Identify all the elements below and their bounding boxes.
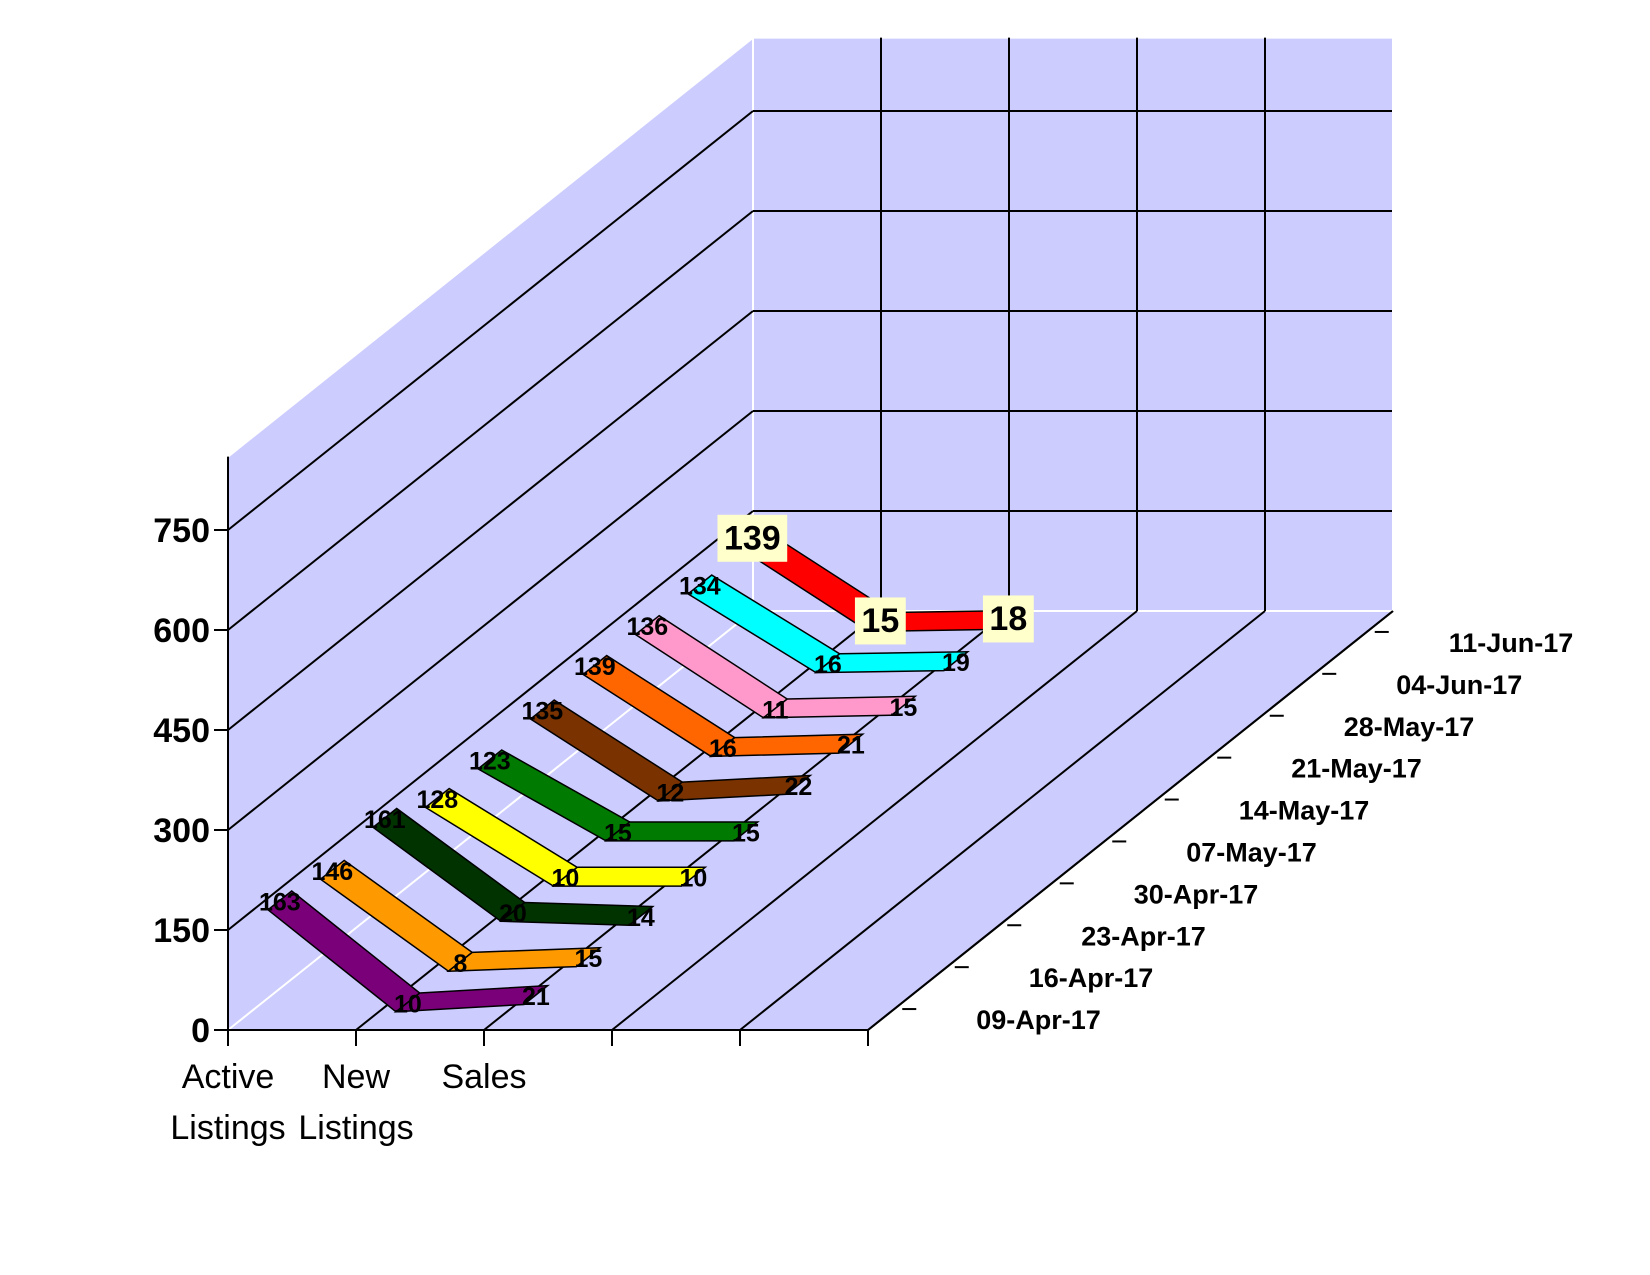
y-tick-label: 150 xyxy=(153,912,210,950)
data-label: 16 xyxy=(709,735,737,763)
side-gridline xyxy=(227,510,754,931)
category-label: Sales xyxy=(441,1058,526,1096)
data-label: 163 xyxy=(259,888,301,916)
data-label: 10 xyxy=(551,865,579,893)
chart-grid xyxy=(227,36,1394,1031)
series-ribbon xyxy=(634,614,918,719)
series-ribbon xyxy=(319,859,603,973)
back-wall xyxy=(753,37,1393,611)
data-label: 22 xyxy=(784,773,812,801)
data-label: 11 xyxy=(762,696,789,724)
floor xyxy=(228,611,1393,1030)
ribbon-segment xyxy=(603,821,760,842)
date-label: 30-Apr-17 xyxy=(1134,879,1259,909)
side-gridline xyxy=(227,210,754,631)
y-tick-label: 0 xyxy=(191,1012,210,1050)
data-label: 134 xyxy=(679,573,721,601)
data-label: 12 xyxy=(656,780,684,808)
ribbon-segment xyxy=(813,651,970,674)
date-label: 04-Jun-17 xyxy=(1396,670,1522,700)
y-tick-label: 450 xyxy=(153,712,210,750)
date-label: 09-Apr-17 xyxy=(976,1005,1101,1035)
series-ribbon xyxy=(424,787,708,888)
ribbon-segment xyxy=(393,984,551,1013)
data-label: 139 xyxy=(724,519,781,557)
floor-gridline xyxy=(611,610,1138,1031)
data-label: 15 xyxy=(604,819,632,847)
date-label: 21-May-17 xyxy=(1291,754,1422,784)
ribbon-segment xyxy=(551,866,708,887)
data-label: 139 xyxy=(574,653,616,681)
data-label-highlight xyxy=(717,514,788,562)
data-label: 14 xyxy=(627,904,655,932)
ribbon-segment xyxy=(708,733,865,758)
floor-gridline xyxy=(739,610,1266,1031)
series-ribbon xyxy=(529,699,813,802)
side-gridline xyxy=(227,110,754,531)
data-label: 10 xyxy=(394,990,422,1018)
date-axis-line xyxy=(867,610,1394,1031)
data-label: 21 xyxy=(837,732,865,760)
ribbon-segment xyxy=(498,901,655,927)
date-label: 07-May-17 xyxy=(1186,837,1317,867)
data-label: 123 xyxy=(469,747,511,775)
category-label: New xyxy=(322,1058,390,1096)
chart-axes xyxy=(214,456,1394,1046)
data-label: 161 xyxy=(364,806,406,834)
data-label: 21 xyxy=(522,983,550,1011)
data-label: 15 xyxy=(861,602,899,640)
data-label: 20 xyxy=(499,900,527,928)
series-ribbon xyxy=(266,890,551,1013)
data-label: 146 xyxy=(311,858,353,886)
data-label: 135 xyxy=(521,698,563,726)
category-label: Listings xyxy=(298,1109,413,1147)
ribbon-segment xyxy=(656,774,813,802)
data-label: 18 xyxy=(989,600,1027,638)
series-ribbon xyxy=(686,574,970,674)
data-label: 15 xyxy=(732,819,760,847)
ribbon-segment xyxy=(761,695,918,719)
data-label: 10 xyxy=(679,865,707,893)
data-label: 19 xyxy=(942,649,970,677)
date-label: 11-Jun-17 xyxy=(1449,628,1574,658)
side-gridline xyxy=(227,310,754,731)
series-ribbon xyxy=(581,654,865,758)
side-wall xyxy=(228,37,753,1030)
y-tick-label: 600 xyxy=(153,612,210,650)
category-label: Active xyxy=(182,1058,275,1096)
data-label: 15 xyxy=(574,945,602,973)
series-ribbon xyxy=(476,749,760,842)
chart-labels: 0 150 300 450 600 750 Active Listings New Listing… xyxy=(153,512,1573,1147)
data-label: 128 xyxy=(416,786,458,814)
wall-edge xyxy=(227,36,754,458)
date-label: 28-May-17 xyxy=(1344,712,1475,742)
data-label-highlight xyxy=(982,595,1034,643)
data-label: 8 xyxy=(453,950,467,978)
date-label: 16-Apr-17 xyxy=(1029,963,1154,993)
data-label: 16 xyxy=(814,651,842,679)
chart-series xyxy=(266,528,1023,1013)
ribbon-segment xyxy=(446,946,603,973)
data-label: 15 xyxy=(889,694,917,722)
y-tick-label: 300 xyxy=(153,812,210,850)
category-label: Listings xyxy=(170,1109,285,1147)
y-tick-label: 750 xyxy=(153,512,210,550)
data-label-highlight xyxy=(854,597,906,645)
data-label: 136 xyxy=(626,613,668,641)
series-ribbon xyxy=(371,807,655,927)
date-label: 23-Apr-17 xyxy=(1081,921,1206,951)
chart-walls xyxy=(228,37,1393,1030)
date-label: 14-May-17 xyxy=(1239,796,1370,826)
side-gridline xyxy=(227,410,754,831)
